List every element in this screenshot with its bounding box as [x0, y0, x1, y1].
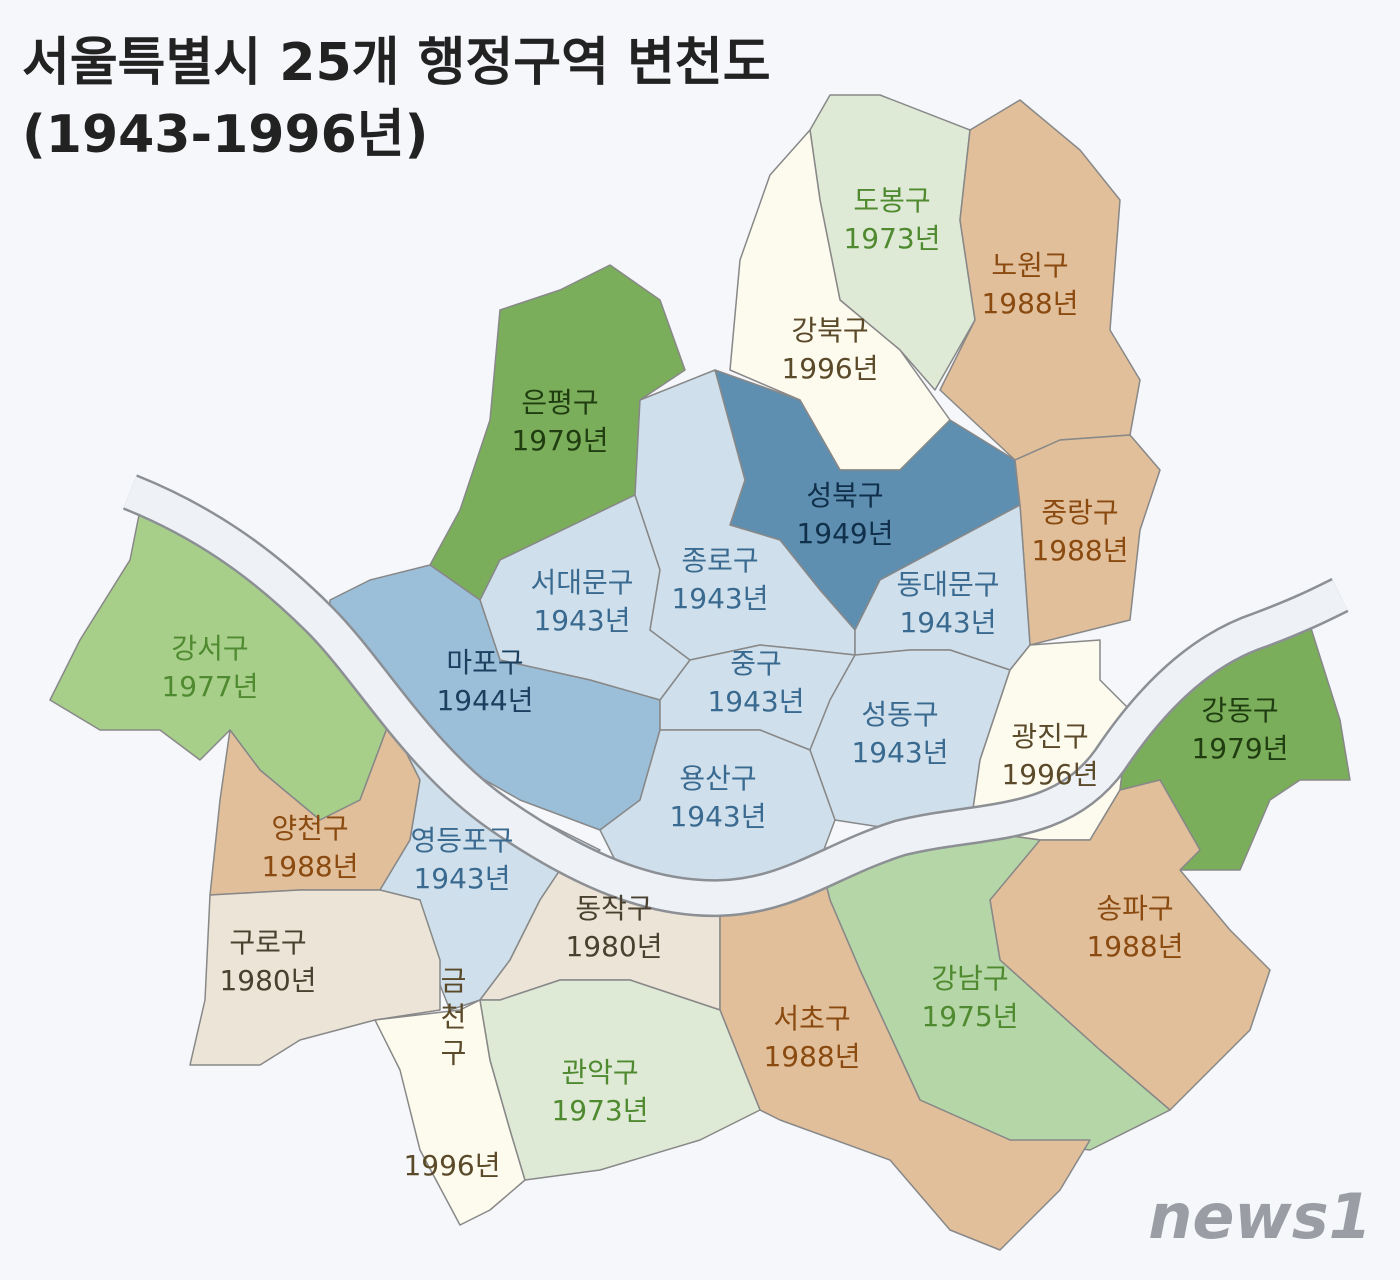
- district-name: 용산구: [679, 762, 756, 795]
- district-name: 구로구: [229, 926, 306, 959]
- district-year: 1944년: [436, 684, 533, 717]
- district-year: 1980년: [565, 930, 662, 963]
- district-name: 양천구: [271, 812, 348, 845]
- river: [123, 476, 1348, 915]
- district-name: 은평구: [521, 386, 598, 419]
- district: [189, 889, 441, 1066]
- district-year: 1979년: [511, 424, 608, 457]
- district-year: 1943년: [851, 736, 948, 769]
- district-year: 1943년: [671, 582, 768, 615]
- district-year: 1943년: [669, 800, 766, 833]
- district-name: 마포구: [446, 646, 523, 679]
- district-name: 서초구: [773, 1002, 850, 1035]
- district-name: 노원구: [991, 249, 1068, 282]
- logo: news1: [1148, 1180, 1372, 1253]
- district-name: 성북구: [806, 479, 883, 512]
- district-year: 1943년: [533, 604, 630, 637]
- subtitle: (1943-1996년): [22, 105, 428, 165]
- district-name: 동작구: [575, 892, 652, 925]
- district-name: 서대문구: [530, 566, 633, 599]
- district-year: 1996년: [403, 1149, 500, 1182]
- district-name: 영등포구: [410, 824, 513, 857]
- district-year: 1975년: [921, 1000, 1018, 1033]
- district-name: 송파구: [1096, 892, 1173, 925]
- district-name: 성동구: [861, 698, 938, 731]
- district-year: 1988년: [763, 1040, 860, 1073]
- district-name: 중구: [730, 647, 782, 680]
- district-year: 1996년: [1001, 758, 1098, 791]
- district-year: 1988년: [1086, 930, 1183, 963]
- district-year: 1979년: [1191, 732, 1288, 765]
- district-year: 1943년: [413, 862, 510, 895]
- labels: 도봉구1973년노원구1988년강북구1996년은평구1979년성북구1949년…: [161, 184, 1288, 1182]
- district-name: 강북구: [791, 314, 868, 347]
- district-name: 광진구: [1011, 720, 1088, 753]
- district: [479, 979, 761, 1181]
- district-year: 1988년: [981, 287, 1078, 320]
- regions: [49, 94, 1351, 1251]
- title: 서울특별시 25개 행정구역 변천도: [22, 33, 771, 93]
- district-year: 1980년: [219, 964, 316, 997]
- district-name: 도봉구: [853, 184, 930, 217]
- district-name: 종로구: [681, 544, 758, 577]
- district-year: 1973년: [843, 222, 940, 255]
- district-name: 강남구: [931, 962, 1008, 995]
- district-year: 1988년: [261, 850, 358, 883]
- district-name: 중랑구: [1041, 496, 1118, 529]
- district: [719, 859, 1091, 1251]
- district-name: 동대문구: [896, 568, 999, 601]
- district-year: 1949년: [796, 517, 893, 550]
- district-year: 1977년: [161, 670, 258, 703]
- district-name: 강동구: [1201, 694, 1278, 727]
- district-year: 1943년: [899, 606, 996, 639]
- district-name: 강서구: [171, 632, 248, 665]
- district-year: 1996년: [781, 352, 878, 385]
- district-name: 관악구: [561, 1056, 638, 1089]
- district-year: 1988년: [1031, 534, 1128, 567]
- district-year: 1973년: [551, 1094, 648, 1127]
- district-year: 1943년: [707, 685, 804, 718]
- district-name: 금천구: [436, 966, 469, 1074]
